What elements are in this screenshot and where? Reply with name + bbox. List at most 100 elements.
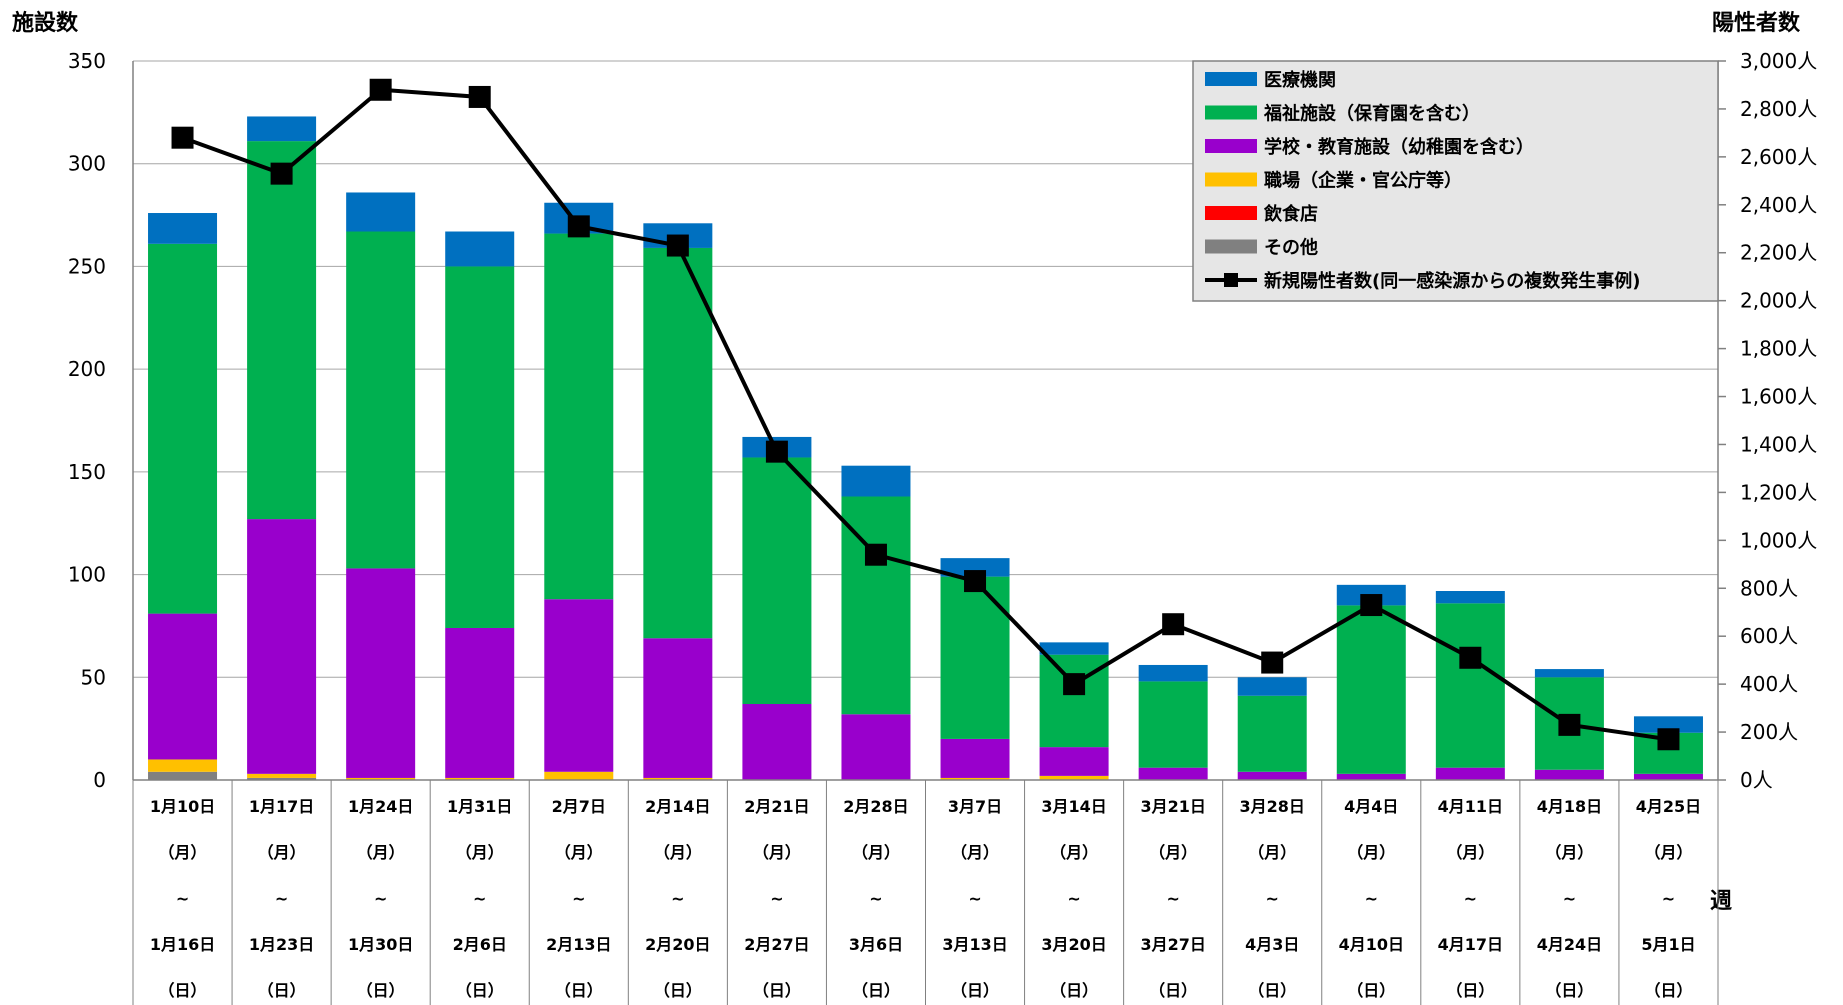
series-line <box>181 87 1669 742</box>
category-label: 2月14日 <box>645 797 710 816</box>
category-label: 3月28日 <box>1240 797 1305 816</box>
legend-swatch <box>1205 172 1257 187</box>
bar-segment <box>1237 695 1307 772</box>
category-label: 3月7日 <box>948 797 1002 816</box>
bar-segment <box>1534 769 1604 780</box>
category-label: ~ <box>1563 889 1576 908</box>
category-label: 4月18日 <box>1537 797 1602 816</box>
y-left-tick-label: 50 <box>81 665 106 689</box>
line-point <box>765 440 788 463</box>
line-point <box>171 126 194 149</box>
bar-segment <box>1534 669 1604 678</box>
bar-segment <box>742 703 812 780</box>
y-right-tick-label: 2,000人 <box>1740 289 1817 313</box>
category-label: ~ <box>572 889 585 908</box>
category-label: （日） <box>654 981 702 1000</box>
line-series-group <box>171 78 1680 751</box>
legend-label: 医療機関 <box>1264 69 1336 91</box>
bar-segment <box>1138 664 1208 682</box>
category-label: （日） <box>456 981 504 1000</box>
category-label: （日） <box>852 981 900 1000</box>
y-right-tick-label: 1,600人 <box>1740 385 1817 409</box>
bar-segment <box>1138 681 1208 768</box>
bar-segment <box>1039 642 1109 655</box>
bar-segment <box>1435 603 1505 768</box>
y-right-tick-label: 400人 <box>1740 672 1798 696</box>
y-right-tick-label: 3,000人 <box>1740 49 1817 73</box>
bar-segment <box>346 192 416 232</box>
category-label: 2月13日 <box>546 935 611 954</box>
bar-segment <box>148 771 218 780</box>
category-label: （月） <box>159 843 207 862</box>
category-label: （月） <box>753 843 801 862</box>
bar-segment <box>445 231 515 267</box>
y-right-tick-label: 0人 <box>1740 768 1773 792</box>
line-point <box>369 78 392 101</box>
category-label: （日） <box>1446 981 1494 1000</box>
y-left-tick-label: 100 <box>68 563 106 587</box>
category-label: （日） <box>159 981 207 1000</box>
category-label: 4月11日 <box>1438 797 1503 816</box>
category-label: （月） <box>357 843 405 862</box>
category-label: （月） <box>1545 843 1593 862</box>
category-label: 3月6日 <box>849 935 903 954</box>
category-label: 1月17日 <box>249 797 314 816</box>
category-label: 1月24日 <box>348 797 413 816</box>
bar-segment <box>247 116 317 142</box>
bar-segment <box>544 599 614 772</box>
line-point <box>1261 651 1284 674</box>
category-label: （日） <box>1050 981 1098 1000</box>
bar-segment <box>247 519 317 774</box>
y-left-axis-title: 施設数 <box>12 10 79 36</box>
y-right-tick-label: 2,800人 <box>1740 97 1817 121</box>
category-label: 1月31日 <box>447 797 512 816</box>
category-label: 3月21日 <box>1140 797 1205 816</box>
y-right-tick-label: 800人 <box>1740 576 1798 600</box>
category-label: 4月25日 <box>1636 797 1701 816</box>
bar-segment <box>247 141 317 520</box>
bar-segment <box>346 568 416 778</box>
category-label: ~ <box>1166 889 1179 908</box>
bar-segment <box>1237 771 1307 780</box>
bar-segment <box>1633 716 1703 733</box>
x-axis-title: 週 <box>1710 889 1732 914</box>
category-label: （日） <box>1248 981 1296 1000</box>
bar-segment <box>1435 767 1505 780</box>
category-label: 4月24日 <box>1537 935 1602 954</box>
category-label: （月） <box>1644 843 1692 862</box>
category-label: 2月27日 <box>744 935 809 954</box>
category-label: 5月1日 <box>1641 935 1695 954</box>
bar-segment <box>445 266 515 628</box>
legend-swatch <box>1205 206 1257 220</box>
line-point <box>1162 613 1185 636</box>
line-point <box>270 162 293 185</box>
legend-swatch <box>1205 239 1257 254</box>
category-label: 4月10日 <box>1339 935 1404 954</box>
y-left-tick-label: 150 <box>68 460 106 484</box>
line-point <box>666 234 689 257</box>
bar-segment <box>1039 775 1109 780</box>
category-label: （日） <box>1545 981 1593 1000</box>
bar-segment <box>247 777 317 780</box>
bar-segment <box>148 613 218 760</box>
bar-segment <box>643 777 713 780</box>
category-label: ~ <box>1365 889 1378 908</box>
category-label: 2月20日 <box>645 935 710 954</box>
legend-label: 職場（企業・官公庁等） <box>1264 170 1462 192</box>
category-label: 3月14日 <box>1041 797 1106 816</box>
legend-box <box>1192 60 1719 302</box>
legend-label: 福祉施設（保育園を含む） <box>1263 103 1480 125</box>
category-label: 1月23日 <box>249 935 314 954</box>
legend-swatch <box>1205 72 1257 86</box>
bar-segment <box>148 213 218 244</box>
category-label: ~ <box>176 889 189 908</box>
line-point <box>1459 646 1482 669</box>
line-point <box>1657 728 1680 751</box>
category-label: 3月27日 <box>1140 935 1205 954</box>
line-point <box>567 215 590 238</box>
bar-segment <box>544 771 614 780</box>
category-label: 3月20日 <box>1041 935 1106 954</box>
category-label: （日） <box>1149 981 1197 1000</box>
bar-segment <box>1336 605 1406 774</box>
